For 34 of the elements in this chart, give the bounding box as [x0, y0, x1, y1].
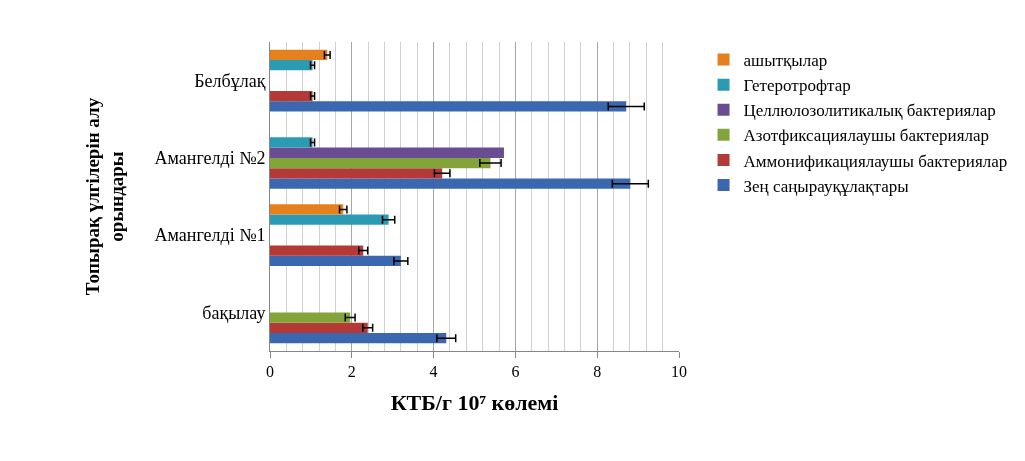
- x-axis-title: КТБ/г 10⁷ көлемі: [390, 390, 559, 416]
- legend-label: ашытқылар: [743, 51, 828, 71]
- x-tick-label: 10: [671, 363, 687, 381]
- bar: [270, 147, 504, 158]
- bar: [270, 322, 368, 333]
- bar: [270, 60, 313, 71]
- x-tick-label: 8: [593, 363, 602, 381]
- legend-label: Азотфиксациялаушы бактериялар: [743, 126, 989, 146]
- bar: [270, 332, 447, 344]
- x-tick-label: 6: [511, 363, 520, 381]
- bar: [270, 168, 443, 179]
- legend-label: Зең саңырауқұлақтары: [743, 176, 910, 196]
- legend-label: Гетеротрофтар: [743, 76, 851, 96]
- bar: [270, 101, 627, 112]
- x-tick-label: 0: [266, 363, 274, 381]
- y-tick-label: Амангелді №1: [154, 225, 266, 246]
- bar: [270, 204, 344, 215]
- bar: [270, 90, 313, 102]
- bar: [270, 178, 631, 189]
- x-tick-label: 2: [347, 363, 356, 381]
- legend-label: Целлюлозолитикалық бактериялар: [743, 101, 996, 121]
- y-axis-title: Топырақ үлгілерін алу орындары: [81, 97, 128, 296]
- legend-label: Аммонификациялаушы бактериялар: [743, 151, 1008, 171]
- bar: [270, 137, 313, 148]
- bar: [270, 312, 351, 323]
- y-tick-label: Белбұлақ: [194, 70, 266, 91]
- y-tick-label: бақылау: [202, 302, 266, 323]
- bar: [270, 214, 389, 225]
- bar: [270, 245, 364, 256]
- x-tick-label: 4: [429, 363, 438, 381]
- bar: [270, 49, 328, 61]
- bar: [270, 157, 491, 169]
- y-tick-label: Амангелді №2: [154, 148, 266, 169]
- bar: [270, 255, 401, 267]
